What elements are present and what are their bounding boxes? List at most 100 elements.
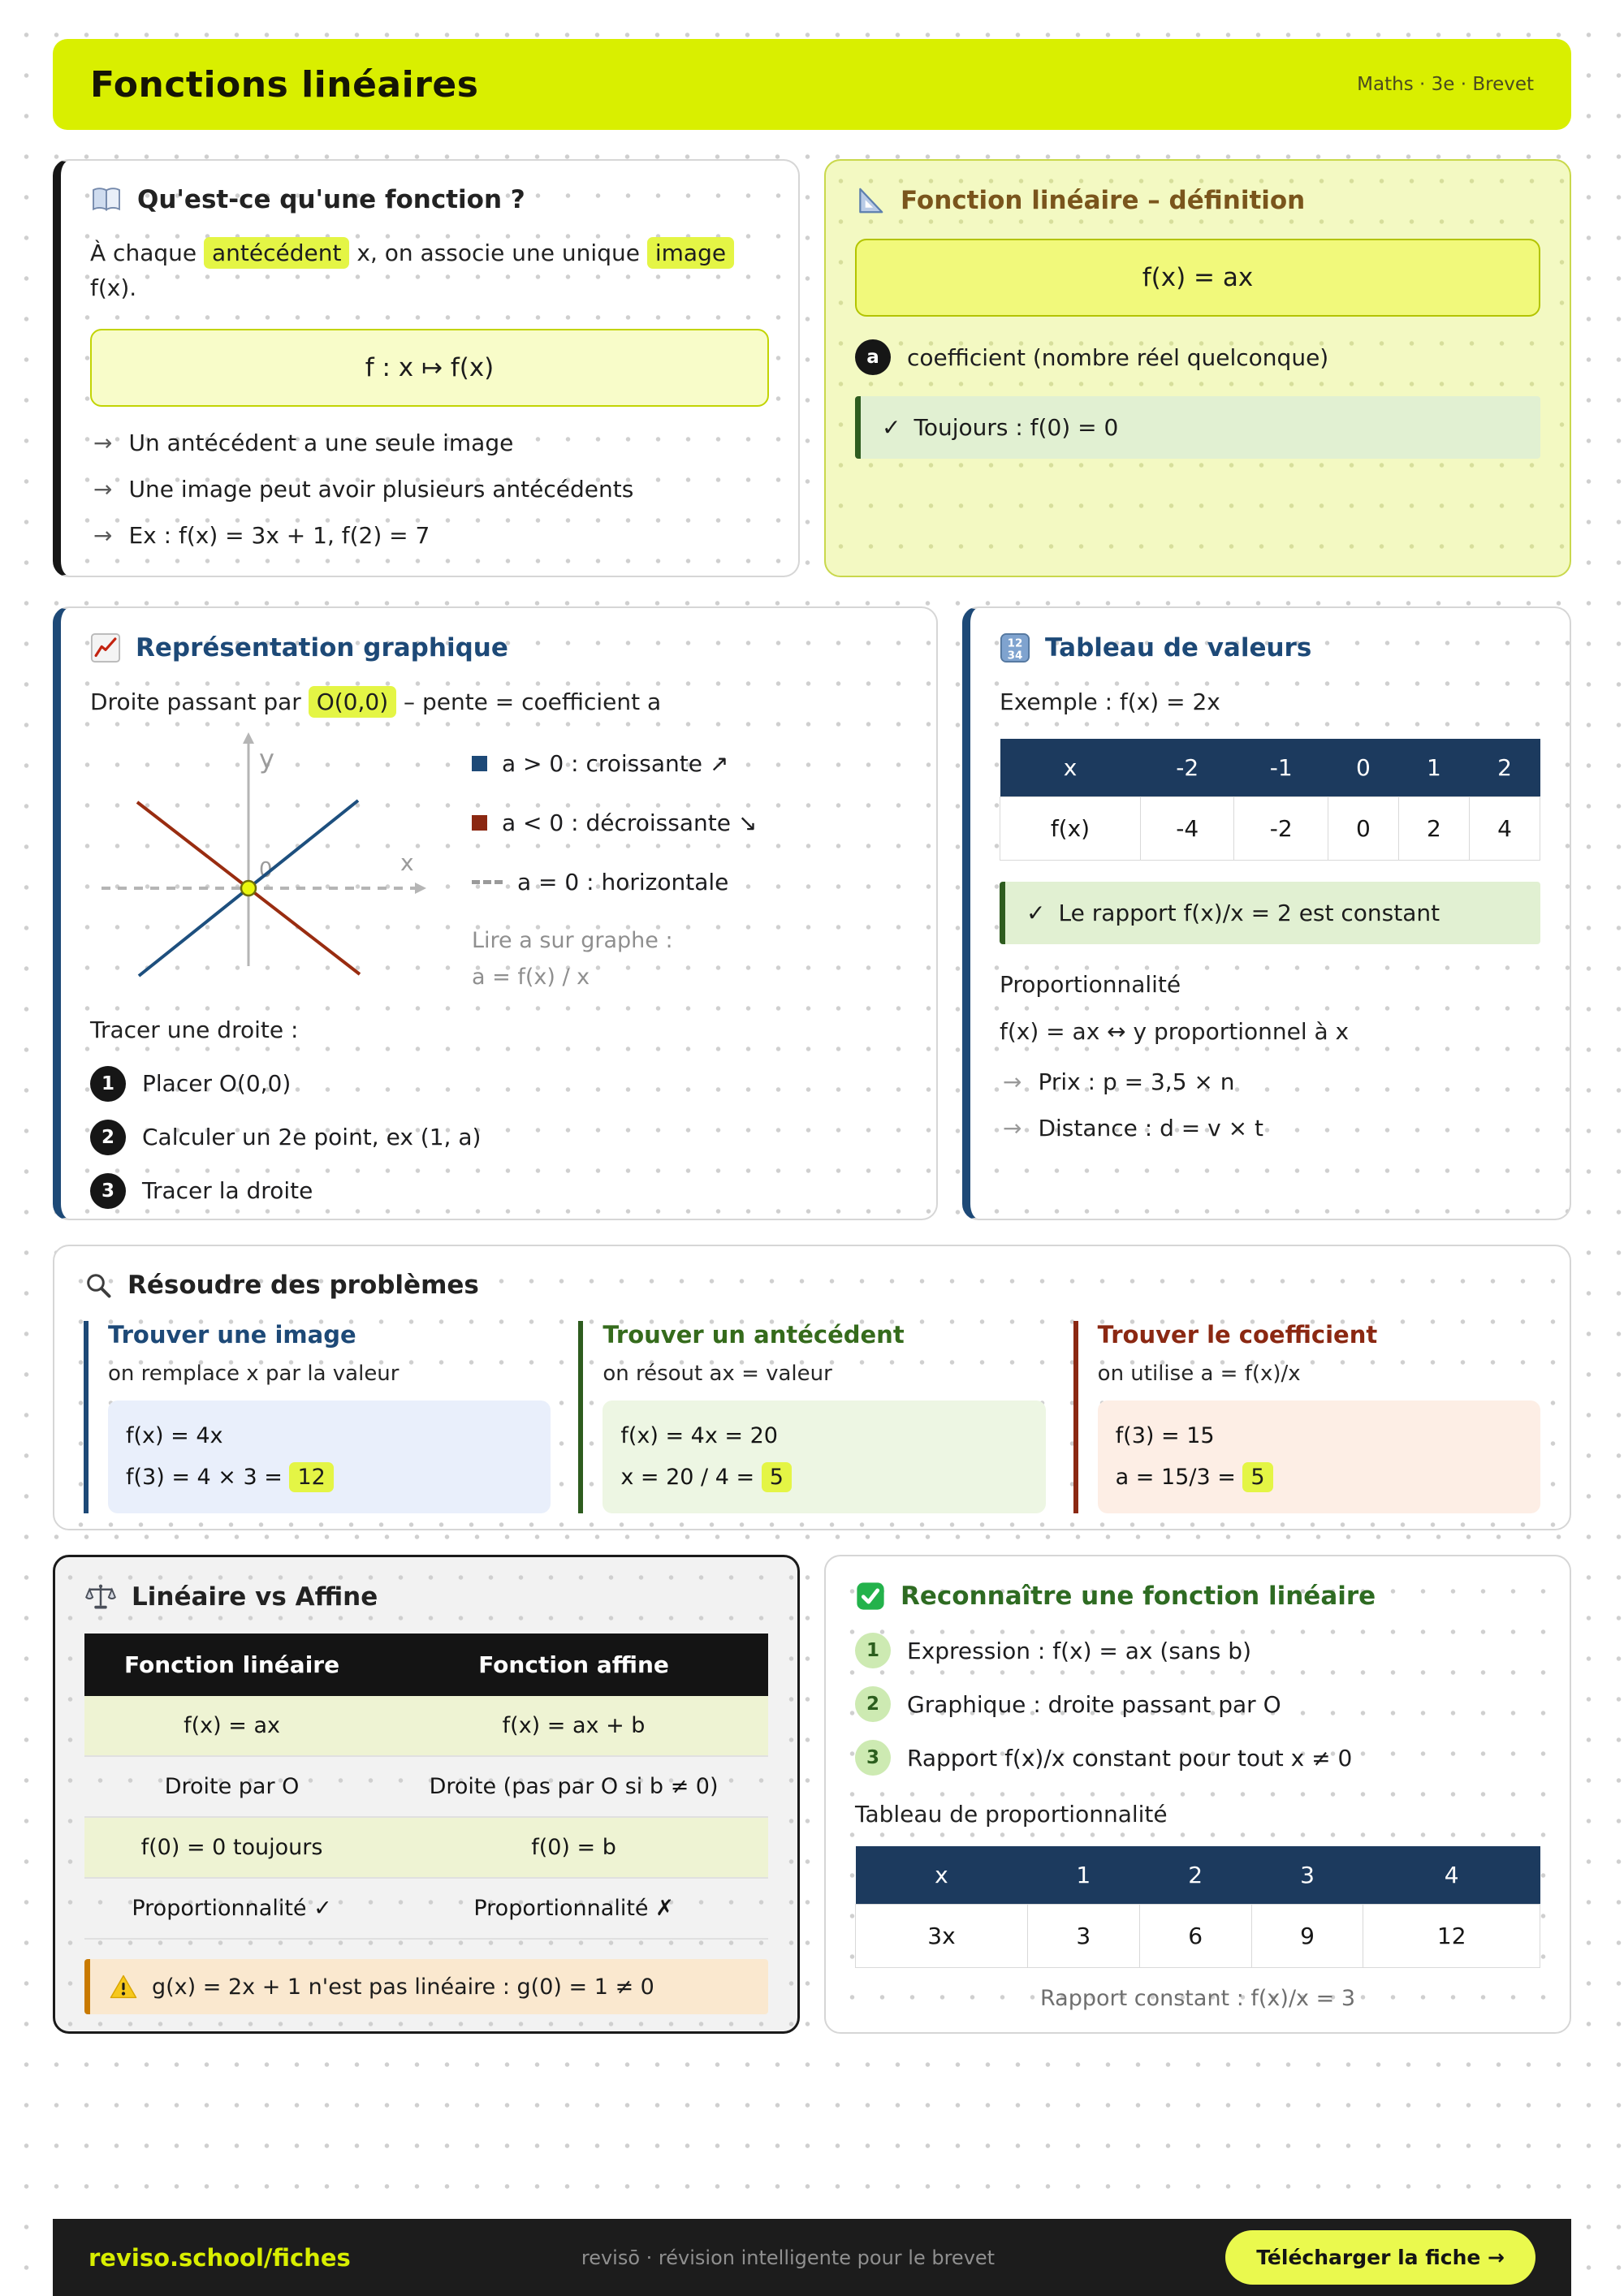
card-definition: Fonction linéaire – définition f(x) = ax… — [824, 159, 1571, 577]
download-sheet-button[interactable]: Télécharger la fiche → — [1225, 2230, 1535, 2285]
constant-ratio-note: ✓ Le rapport f(x)/x = 2 est constant — [1000, 882, 1540, 945]
card-recognize-title-row: Reconnaître une fonction linéaire — [855, 1581, 1540, 1612]
card-title-text: Résoudre des problèmes — [127, 1271, 479, 1300]
intro-prefix: À chaque — [90, 240, 197, 266]
note-text: Le rapport f(x)/x = 2 est constant — [1058, 900, 1440, 927]
values-table-header-row: x -2 -1 0 1 2 — [1000, 739, 1540, 797]
graph-lead-line: Droite passant par O(0,0) – pente = coef… — [90, 684, 907, 719]
criterion-number-badge: 3 — [855, 1740, 891, 1776]
book-icon — [90, 185, 123, 214]
card-title-text: Représentation graphique — [136, 633, 508, 662]
check-icon: ✓ — [1026, 900, 1046, 927]
function-intro-paragraph: À chaque antécédent x, on associe une un… — [90, 235, 769, 306]
solve-col-method: on utilise a = f(x)/x — [1097, 1362, 1301, 1386]
graph-and-legend: y x 0 a > 0 : croissante ↗ a < 0 : décro… — [90, 726, 907, 1001]
example-line: f(x) = 4x — [126, 1423, 223, 1448]
card-graph: Représentation graphique Droite passant … — [53, 606, 938, 1220]
legend-horizontal: a = 0 : horizontale — [472, 869, 757, 896]
warning-text: g(x) = 2x + 1 n'est pas linéaire : g(0) … — [152, 1974, 654, 2000]
col-header: 1 — [1398, 739, 1470, 797]
cell: Droite (pas par O si b ≠ 0) — [379, 1755, 768, 1818]
numbers-icon: 12 34 — [1000, 632, 1030, 663]
coefficient-text: coefficient (nombre réel quelconque) — [907, 343, 1329, 371]
prop-example-text: Distance : d = v × t — [1038, 1115, 1263, 1142]
row-intro: Qu'est-ce qu'une fonction ? À chaque ant… — [53, 159, 1571, 577]
solve-col-image: Trouver une image on remplace x par la v… — [84, 1321, 551, 1513]
example-line: f(3) = 15 — [1115, 1423, 1215, 1448]
coefficient-line: a coefficient (nombre réel quelconque) — [855, 339, 1540, 375]
prop-example-text: Prix : p = 3,5 × n — [1038, 1068, 1235, 1096]
step-text: Placer O(0,0) — [142, 1070, 292, 1098]
step-number-badge: 2 — [90, 1119, 126, 1155]
step-2: 2 Calculer un 2e point, ex (1, a) — [90, 1119, 907, 1155]
axis-x-label: x — [400, 849, 414, 876]
arrow-icon: → — [93, 475, 113, 503]
example-prefix: a = 15/3 = — [1115, 1465, 1236, 1491]
row-compare-recognize: Linéaire vs Affine Fonction linéaire Fon… — [53, 1555, 1571, 2034]
step-text: Tracer la droite — [142, 1177, 313, 1205]
cell: 9 — [1250, 1904, 1364, 1969]
criterion-text: Expression : f(x) = ax (sans b) — [907, 1637, 1251, 1664]
highlight-result: 12 — [289, 1462, 334, 1493]
bullet-text: Une image peut avoir plusieurs antécéden… — [128, 475, 634, 503]
warning-icon — [110, 1974, 137, 2000]
scales-icon — [84, 1582, 117, 1612]
row-solve: Résoudre des problèmes Trouver une image… — [53, 1245, 1571, 1530]
step-1: 1 Placer O(0,0) — [90, 1065, 907, 1102]
navy-square-icon — [472, 756, 487, 772]
bullet-text: Ex : f(x) = 3x + 1, f(2) = 7 — [128, 521, 430, 549]
card-definition-title-row: Fonction linéaire – définition — [855, 185, 1540, 216]
cell: Proportionnalité ✗ — [379, 1877, 768, 1940]
compare-row-line: Droite par O Droite (pas par O si b ≠ 0) — [84, 1755, 768, 1818]
solve-col-title: Trouver un antécédent — [603, 1321, 905, 1349]
solve-col-title: Trouver le coefficient — [1097, 1321, 1378, 1349]
card-what-is-function: Qu'est-ce qu'une fonction ? À chaque ant… — [53, 159, 800, 577]
example-line: f(3) = 4 × 3 = 12 — [126, 1457, 533, 1498]
step-number-badge: 3 — [90, 1172, 126, 1209]
legend-decreasing: a < 0 : décroissante ↘ — [472, 809, 757, 836]
example-line: f(x) = 4x = 20 — [620, 1423, 778, 1448]
cell: 0 — [1327, 796, 1399, 861]
bullet-antecedent: → Un antécédent a une seule image — [93, 429, 769, 456]
solve-col-coefficient: Trouver le coefficient on utilise a = f(… — [1073, 1321, 1540, 1513]
card-title-text: Tableau de valeurs — [1045, 633, 1312, 662]
footer-brand-link[interactable]: reviso.school/fiches — [89, 2243, 351, 2272]
lead-prefix: Droite passant par — [90, 688, 301, 715]
step-number-badge: 1 — [90, 1065, 126, 1102]
card-title-text: Reconnaître une fonction linéaire — [901, 1582, 1376, 1611]
coefficient-badge: a — [855, 339, 891, 375]
col-header: 2 — [1139, 1846, 1252, 1905]
row-graph-values: Représentation graphique Droite passant … — [53, 606, 1571, 1220]
not-linear-warning: g(x) = 2x + 1 n'est pas linéaire : g(0) … — [84, 1959, 768, 2014]
intro-mid: x, on associe une unique — [356, 240, 640, 266]
values-example: Exemple : f(x) = 2x — [1000, 688, 1220, 715]
bullet-example: → Ex : f(x) = 3x + 1, f(2) = 7 — [93, 522, 769, 549]
cell: f(x) = ax + b — [379, 1696, 768, 1756]
footer-bar: reviso.school/fiches revisō · révision i… — [53, 2219, 1571, 2296]
card-title-text: Fonction linéaire – définition — [901, 186, 1306, 215]
mapping-formula: f : x ↦ f(x) — [90, 328, 769, 407]
solve-col-method: on résout ax = valeur — [603, 1362, 832, 1386]
red-square-icon — [472, 815, 487, 831]
prop-table-title: Tableau de proportionnalité — [855, 1801, 1168, 1828]
arrow-icon: → — [1003, 1115, 1022, 1142]
triangle-ruler-icon — [855, 185, 886, 216]
criterion-2: 2 Graphique : droite passant par O — [855, 1686, 1540, 1722]
read-hint-2: a = f(x) / x — [472, 965, 590, 990]
legend-text: a = 0 : horizontale — [517, 869, 729, 896]
chart-icon — [90, 632, 121, 663]
cell: 2 — [1397, 796, 1470, 861]
card-recognize-linear: Reconnaître une fonction linéaire 1 Expr… — [824, 1555, 1571, 2034]
card-title-text: Qu'est-ce qu'une fonction ? — [137, 185, 525, 214]
cell: 3 — [1026, 1904, 1140, 1969]
highlight-result: 5 — [1242, 1462, 1273, 1493]
col-header: Fonction affine — [379, 1634, 768, 1696]
criterion-3: 3 Rapport f(x)/x constant pour tout x ≠ … — [855, 1740, 1540, 1776]
highlight-origin: O(0,0) — [308, 686, 397, 718]
card-compare-title-row: Linéaire vs Affine — [84, 1582, 768, 1612]
note-text: Toujours : f(0) = 0 — [914, 414, 1119, 441]
solve-example-box: f(3) = 15 a = 15/3 = 5 — [1097, 1400, 1540, 1513]
example-line: a = 15/3 = 5 — [1116, 1457, 1522, 1498]
cell: f(0) = 0 toujours — [84, 1817, 380, 1878]
col-header: -2 — [1140, 739, 1234, 797]
